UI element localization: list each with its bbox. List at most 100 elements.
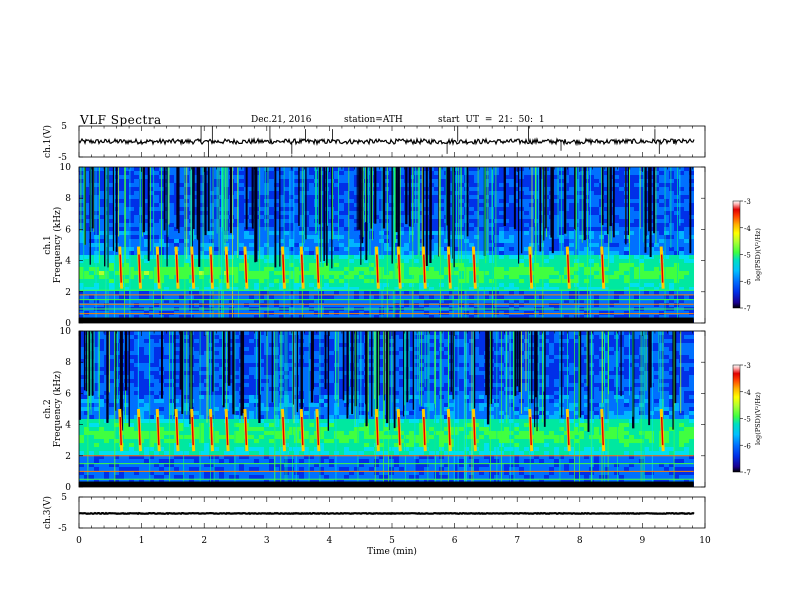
spectrogram-cell	[434, 303, 439, 307]
spectrogram-cell	[404, 247, 409, 251]
spectrogram-cell	[614, 303, 619, 307]
spectrogram-cell	[524, 303, 529, 307]
spectrogram-cell	[104, 279, 109, 283]
spectrogram-cell	[329, 267, 334, 271]
spectrogram-cell	[569, 287, 574, 291]
spectrogram-cell	[549, 287, 554, 291]
spectrogram-cell	[299, 287, 304, 291]
spectrogram-cell	[299, 311, 304, 315]
spectrogram-cell	[294, 167, 299, 171]
spectrogram-cell	[369, 299, 374, 303]
spectrogram-cell	[419, 315, 424, 319]
spectrogram-cell	[259, 223, 264, 227]
spectrogram-cell	[374, 227, 379, 231]
spectrogram-cell	[289, 227, 294, 231]
spectrogram-cell	[274, 179, 279, 183]
spectrogram-cell	[134, 239, 139, 243]
spectrogram-cell	[129, 315, 134, 319]
spectrogram-cell	[244, 311, 249, 315]
spectrogram-cell	[304, 271, 309, 275]
spectrogram-cell	[224, 227, 229, 231]
spectrogram-cell	[634, 271, 639, 275]
spectrogram-cell	[234, 255, 239, 259]
spectrogram-cell	[284, 279, 289, 283]
spectrogram-cell	[84, 299, 89, 303]
spectrogram-cell	[314, 239, 319, 243]
spectrogram-cell	[544, 271, 549, 275]
spectrogram-cell	[279, 303, 284, 307]
spectrogram-cell	[514, 303, 519, 307]
spectrogram-cell	[124, 291, 129, 295]
spectrogram-cell	[424, 295, 429, 299]
spectrogram-cell	[94, 243, 99, 247]
spectrogram-cell	[204, 239, 209, 243]
spectrogram-cell	[549, 283, 554, 287]
spectrogram-cell	[414, 247, 419, 251]
spectrogram-cell	[689, 247, 694, 251]
spectrogram-cell	[104, 207, 109, 211]
spectrogram-cell	[589, 247, 594, 251]
spectrogram-cell	[589, 171, 594, 175]
spectrogram-cell	[584, 195, 589, 199]
spectrogram-cell	[194, 279, 199, 283]
spectrogram-cell	[259, 251, 264, 255]
spectrogram-cell	[409, 311, 414, 315]
spectrogram-cell	[634, 211, 639, 215]
spectrogram-cell	[109, 179, 114, 183]
spectrogram-cell	[144, 235, 149, 239]
spectrogram-cell	[564, 167, 569, 171]
spectrogram-cell	[154, 191, 159, 195]
spectrogram-cell	[649, 267, 654, 271]
spectrogram-cell	[674, 255, 679, 259]
spectrogram-cell	[474, 187, 479, 191]
spectrogram-cell	[269, 247, 274, 251]
spectrogram-cell	[439, 167, 444, 171]
spectrogram-cell	[399, 215, 404, 219]
spectrogram-cell	[104, 263, 109, 267]
spectrogram-cell	[339, 219, 344, 223]
spectrogram-cell	[264, 259, 269, 263]
spectrogram-cell	[124, 275, 129, 279]
spectrogram-cell	[199, 315, 204, 319]
spectrogram-cell	[479, 235, 484, 239]
spectrogram-cell	[684, 223, 689, 227]
spectrogram-cell	[634, 311, 639, 315]
spectrogram-cell	[374, 235, 379, 239]
spectrogram-cell	[684, 171, 689, 175]
spectrogram-cell	[574, 263, 579, 267]
spectrogram-cell	[369, 295, 374, 299]
spectrogram-cell	[479, 275, 484, 279]
spectrogram-cell	[94, 311, 99, 315]
spectrogram-cell	[79, 255, 84, 259]
spectrogram-cell	[494, 303, 499, 307]
spectrogram-cell	[99, 259, 104, 263]
spectrogram-cell	[254, 295, 259, 299]
spectrogram-cell	[404, 231, 409, 235]
spectrogram-cell	[659, 187, 664, 191]
spectrogram-cell	[329, 291, 334, 295]
spectrogram-cell	[549, 247, 554, 251]
spectrogram-cell	[514, 219, 519, 223]
spectrogram-cell	[384, 295, 389, 299]
spectrogram-cell	[249, 263, 254, 267]
spectrogram-cell	[554, 207, 559, 211]
spectrogram-cell	[674, 267, 679, 271]
spectrogram-cell	[119, 231, 124, 235]
spectrogram-cell	[239, 263, 244, 267]
spectrogram-cell	[654, 171, 659, 175]
spectrogram-cell	[664, 223, 669, 227]
spectrogram-cell	[199, 211, 204, 215]
spectrogram-cell	[689, 227, 694, 231]
spectrogram-cell	[194, 227, 199, 231]
spectrogram-cell	[524, 179, 529, 183]
spectrogram-cell	[499, 271, 504, 275]
spectrogram-cell	[299, 183, 304, 187]
spectrogram-cell	[594, 315, 599, 319]
spectrogram-cell	[144, 259, 149, 263]
spectrogram-cell	[374, 199, 379, 203]
spectrogram-cell	[309, 187, 314, 191]
spectrogram-cell	[619, 231, 624, 235]
spectrogram-cell	[504, 263, 509, 267]
spectrogram-cell	[229, 275, 234, 279]
spectrogram-cell	[469, 259, 474, 263]
